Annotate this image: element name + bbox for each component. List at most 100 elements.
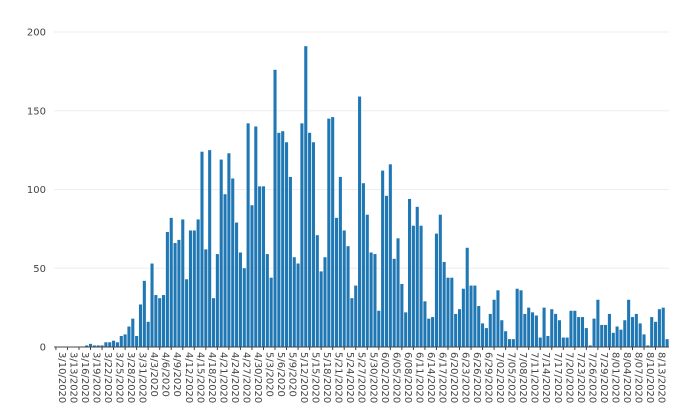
x-tick-label: 5/3/2020 <box>263 352 274 397</box>
x-tick-label: 6/29/2020 <box>483 352 494 403</box>
x-tick-label: 5/9/2020 <box>287 352 298 397</box>
bar <box>334 217 339 347</box>
x-tick-label: 6/20/2020 <box>448 352 459 403</box>
bar <box>454 313 458 347</box>
bar <box>623 320 627 347</box>
bar <box>627 299 631 347</box>
bar <box>600 324 604 347</box>
bar <box>511 339 515 348</box>
bar <box>115 342 119 347</box>
y-tick-label: 150 <box>27 106 46 117</box>
bar <box>596 299 600 347</box>
bar <box>546 335 550 347</box>
bar <box>211 298 216 347</box>
bar <box>477 306 481 347</box>
bar <box>142 280 146 347</box>
bar <box>384 195 389 347</box>
bar <box>358 96 362 347</box>
x-tick-label: 8/13/2020 <box>656 352 667 403</box>
x-tick-label: 7/20/2020 <box>563 352 574 403</box>
bar <box>515 288 519 347</box>
bar <box>438 214 442 347</box>
bar <box>400 284 404 347</box>
bar <box>481 323 485 348</box>
bar <box>434 233 438 347</box>
bar <box>288 176 292 347</box>
bar <box>611 332 615 347</box>
y-tick-label: 100 <box>27 185 46 196</box>
x-tick-label: 8/10/2020 <box>644 352 655 403</box>
bar <box>423 301 427 347</box>
bar <box>350 298 354 347</box>
bar <box>457 309 462 347</box>
x-tick-label: 4/30/2020 <box>252 352 263 403</box>
bar <box>496 290 500 347</box>
bar <box>665 339 669 348</box>
bar <box>569 310 573 347</box>
bar <box>484 328 488 347</box>
x-tick-label: 6/23/2020 <box>460 352 471 403</box>
bar <box>154 295 158 347</box>
bar <box>208 150 212 348</box>
x-tick-label: 5/21/2020 <box>333 352 344 403</box>
bar <box>188 230 192 347</box>
bar <box>557 320 561 347</box>
bar <box>346 246 350 347</box>
x-tick-label: 8/04/2020 <box>621 352 632 403</box>
x-tick-label: 3/19/2020 <box>91 352 102 403</box>
bar <box>200 151 204 347</box>
bar <box>523 313 527 347</box>
bar <box>204 249 208 347</box>
bar <box>542 307 546 348</box>
bar <box>650 317 654 347</box>
bar <box>96 345 100 347</box>
y-tick-label: 0 <box>40 343 46 354</box>
x-tick-label: 3/28/2020 <box>125 352 136 403</box>
bar <box>450 277 454 347</box>
bar <box>573 310 577 347</box>
x-tick-label: 5/30/2020 <box>367 352 378 403</box>
bar <box>361 183 365 347</box>
bar <box>246 123 250 347</box>
bar <box>584 328 588 347</box>
bar <box>619 329 623 347</box>
bar <box>550 309 554 347</box>
bar <box>442 261 446 347</box>
bar <box>377 310 381 347</box>
bar <box>138 304 143 347</box>
bar <box>527 307 531 348</box>
x-tick-label: 7/02/2020 <box>494 352 505 403</box>
x-tick-label: 6/02/2020 <box>379 352 390 403</box>
bar <box>296 263 300 347</box>
bar <box>431 317 435 347</box>
gridlines <box>54 31 669 269</box>
bar <box>577 317 581 347</box>
bar <box>446 277 450 347</box>
bar <box>315 235 319 347</box>
bar <box>554 313 558 347</box>
x-tick-label: 8/01/2020 <box>609 352 620 403</box>
bar <box>492 299 496 347</box>
bar <box>354 285 358 347</box>
bar <box>254 126 258 347</box>
bar <box>534 315 538 347</box>
bars <box>85 46 669 348</box>
bar <box>238 252 242 347</box>
bar <box>108 342 112 347</box>
y-tick-label: 50 <box>33 264 46 275</box>
x-tick-label: 5/6/2020 <box>275 352 286 397</box>
bar <box>531 312 535 347</box>
bar <box>196 219 200 347</box>
x-tick-label: 3/22/2020 <box>102 352 113 403</box>
bar <box>365 214 369 347</box>
bar <box>323 257 327 347</box>
bar <box>327 118 331 348</box>
bar <box>285 142 289 347</box>
bar <box>300 123 304 347</box>
x-tick-label: 4/18/2020 <box>206 352 217 403</box>
bar <box>181 219 185 347</box>
bar <box>342 230 346 347</box>
bar <box>250 205 254 347</box>
bar <box>461 288 465 347</box>
